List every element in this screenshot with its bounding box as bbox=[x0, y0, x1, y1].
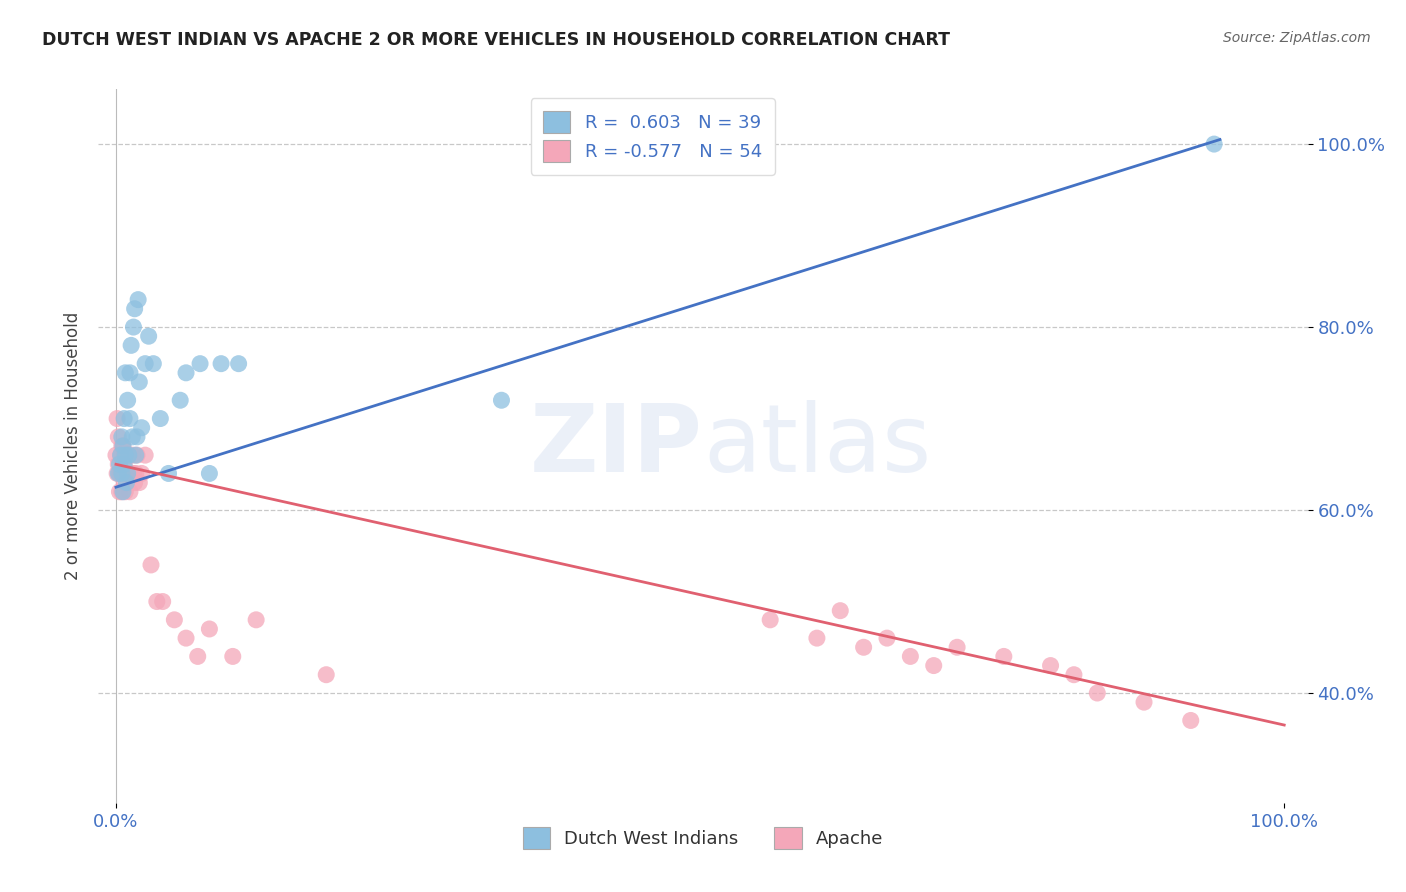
Point bbox=[759, 613, 782, 627]
Point bbox=[127, 293, 149, 307]
Point bbox=[118, 411, 141, 425]
Point bbox=[209, 357, 232, 371]
Y-axis label: 2 or more Vehicles in Household: 2 or more Vehicles in Household bbox=[63, 312, 82, 580]
Point bbox=[120, 467, 142, 481]
Point bbox=[125, 448, 148, 462]
Point bbox=[111, 467, 134, 481]
Point bbox=[118, 448, 141, 462]
Point bbox=[1180, 714, 1202, 728]
Point bbox=[898, 649, 921, 664]
Point bbox=[115, 448, 138, 462]
Point bbox=[117, 467, 139, 481]
Point bbox=[315, 667, 337, 681]
Point bbox=[107, 458, 129, 472]
Point bbox=[121, 448, 143, 462]
Point bbox=[112, 411, 135, 425]
Point bbox=[111, 484, 134, 499]
Point bbox=[110, 467, 132, 481]
Point bbox=[146, 594, 169, 608]
Point bbox=[118, 448, 141, 462]
Point bbox=[110, 448, 132, 462]
Point bbox=[174, 366, 197, 380]
Text: ZIP: ZIP bbox=[530, 400, 703, 492]
Point bbox=[131, 420, 153, 434]
Point bbox=[946, 640, 969, 655]
Point bbox=[1133, 695, 1156, 709]
Point bbox=[198, 467, 221, 481]
Point bbox=[111, 467, 134, 481]
Point bbox=[122, 320, 145, 334]
Point bbox=[187, 649, 209, 664]
Point bbox=[105, 411, 128, 425]
Point bbox=[149, 411, 172, 425]
Point bbox=[122, 467, 145, 481]
Point bbox=[125, 467, 148, 481]
Point bbox=[922, 658, 945, 673]
Legend: Dutch West Indians, Apache: Dutch West Indians, Apache bbox=[513, 818, 893, 858]
Point bbox=[1063, 667, 1085, 681]
Point bbox=[114, 448, 136, 462]
Text: atlas: atlas bbox=[703, 400, 931, 492]
Point bbox=[1085, 686, 1108, 700]
Point bbox=[108, 458, 131, 472]
Point bbox=[111, 430, 134, 444]
Point bbox=[139, 558, 162, 572]
Point bbox=[125, 448, 148, 462]
Point bbox=[120, 338, 142, 352]
Point bbox=[117, 467, 139, 481]
Point bbox=[806, 631, 828, 645]
Point bbox=[108, 484, 131, 499]
Point bbox=[163, 613, 186, 627]
Point bbox=[112, 475, 135, 490]
Point bbox=[852, 640, 875, 655]
Point bbox=[124, 301, 146, 316]
Text: Source: ZipAtlas.com: Source: ZipAtlas.com bbox=[1223, 31, 1371, 45]
Point bbox=[491, 393, 513, 408]
Point bbox=[134, 357, 156, 371]
Point bbox=[118, 484, 141, 499]
Point bbox=[198, 622, 221, 636]
Point bbox=[222, 649, 245, 664]
Point bbox=[104, 448, 127, 462]
Text: DUTCH WEST INDIAN VS APACHE 2 OR MORE VEHICLES IN HOUSEHOLD CORRELATION CHART: DUTCH WEST INDIAN VS APACHE 2 OR MORE VE… bbox=[42, 31, 950, 49]
Point bbox=[188, 357, 211, 371]
Point bbox=[125, 430, 148, 444]
Point bbox=[112, 458, 135, 472]
Point bbox=[128, 375, 150, 389]
Point bbox=[111, 484, 134, 499]
Point bbox=[118, 366, 141, 380]
Point bbox=[169, 393, 191, 408]
Point bbox=[115, 475, 138, 490]
Point bbox=[114, 484, 136, 499]
Point bbox=[114, 366, 136, 380]
Point bbox=[111, 439, 134, 453]
Point bbox=[993, 649, 1015, 664]
Point bbox=[174, 631, 197, 645]
Point bbox=[110, 448, 132, 462]
Point bbox=[121, 430, 143, 444]
Point bbox=[107, 430, 129, 444]
Point bbox=[1039, 658, 1062, 673]
Point bbox=[128, 475, 150, 490]
Point bbox=[117, 393, 139, 408]
Point bbox=[152, 594, 174, 608]
Point bbox=[105, 467, 128, 481]
Point bbox=[111, 439, 134, 453]
Point bbox=[1204, 137, 1226, 152]
Point bbox=[830, 604, 852, 618]
Point bbox=[108, 467, 131, 481]
Point bbox=[124, 475, 146, 490]
Point bbox=[228, 357, 250, 371]
Point bbox=[114, 467, 136, 481]
Point bbox=[134, 448, 156, 462]
Point bbox=[111, 439, 134, 453]
Point bbox=[138, 329, 160, 343]
Point bbox=[131, 467, 153, 481]
Point bbox=[245, 613, 267, 627]
Point bbox=[876, 631, 898, 645]
Point bbox=[142, 357, 165, 371]
Point bbox=[112, 458, 135, 472]
Point bbox=[157, 467, 180, 481]
Point bbox=[107, 467, 129, 481]
